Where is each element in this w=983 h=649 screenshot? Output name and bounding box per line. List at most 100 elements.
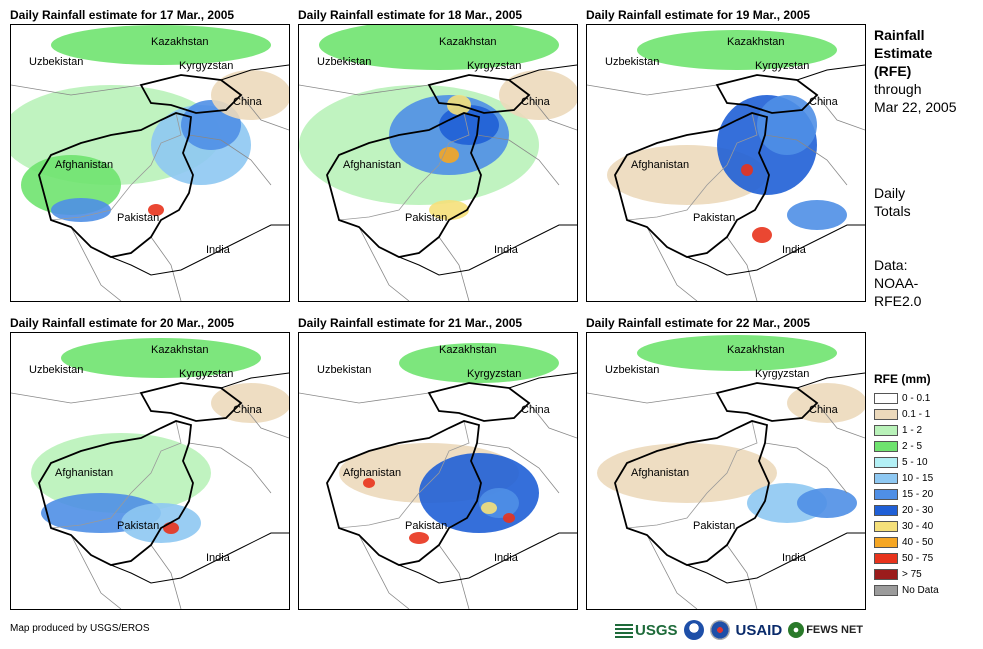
country-border (508, 372, 577, 389)
country-border (240, 402, 289, 439)
country-border (528, 402, 577, 439)
legend-swatch (874, 424, 898, 436)
legend-label: > 75 (902, 568, 922, 580)
country-label-china: China (233, 96, 263, 108)
legend-title: RFE (mm) (874, 372, 931, 386)
region-outline (326, 112, 482, 258)
country-border (764, 134, 848, 186)
country-label-uzbekistan: Uzbekistan (605, 56, 659, 68)
legend-label: 5 - 10 (902, 456, 928, 468)
legend-item: 0 - 0.1 (874, 390, 978, 406)
legend-item: No Data (874, 582, 978, 598)
data-label: Data: (874, 257, 908, 273)
country-border (438, 236, 470, 301)
country-label-kyrgyzstan: Kyrgyzstan (755, 60, 809, 72)
legend-swatch (874, 456, 898, 468)
legend-swatch (874, 552, 898, 564)
country-label-india: India (782, 552, 807, 564)
rainfall-area (439, 147, 459, 163)
data-source: NOAA- (874, 275, 919, 291)
data-source: RFE2.0 (874, 293, 922, 309)
legend: RFE (mm) 0 - 0.1 0.1 - 1 1 - 2 2 - 5 5 - 10 1… (874, 372, 978, 598)
country-label-afghanistan: Afghanistan (631, 467, 689, 479)
legend-swatch (874, 520, 898, 532)
panel-title: Daily Rainfall estimate for 18 Mar., 200… (298, 8, 523, 22)
country-border (150, 236, 182, 301)
country-label-pakistan: Pakistan (405, 520, 447, 532)
region-outline (38, 420, 194, 566)
rainfall-overlay (299, 25, 577, 220)
country-border (398, 532, 577, 584)
legend-swatch (874, 584, 898, 596)
country-label-china: China (521, 404, 551, 416)
map-frame: Kazakhstan Uzbekistan Kyrgyzstan China Afgha… (10, 24, 290, 302)
map-frame: Kazakhstan Uzbekistan Kyrgyzstan China Afgha… (586, 332, 866, 610)
usaid-logo: USAID (735, 621, 783, 639)
country-label-kyrgyzstan: Kyrgyzstan (179, 60, 233, 72)
country-label-uzbekistan: Uzbekistan (317, 364, 371, 376)
legend-label: 15 - 20 (902, 488, 934, 500)
map-frame: Kazakhstan Uzbekistan Kyrgyzstan China Afgha… (298, 332, 578, 610)
rainfall-area (637, 335, 837, 371)
map-frame: Kazakhstan Uzbekistan Kyrgyzstan China Afgha… (586, 24, 866, 302)
legend-item: 20 - 30 (874, 502, 978, 518)
region-outline (427, 74, 531, 114)
legend-swatch (874, 440, 898, 452)
country-label-kyrgyzstan: Kyrgyzstan (755, 368, 809, 380)
map-frame: Kazakhstan Uzbekistan Kyrgyzstan China Afgha… (10, 332, 290, 610)
country-border (764, 442, 848, 494)
rainfall-area (499, 70, 577, 120)
country-label-kazakhstan: Kazakhstan (439, 344, 496, 356)
region-outline (614, 112, 770, 258)
rainfall-area (637, 30, 837, 70)
usgs-logo: USGS (615, 622, 678, 639)
heading-line: Estimate (874, 45, 933, 61)
country-label-india: India (494, 552, 519, 564)
rainfall-area (797, 488, 857, 518)
country-label-india: India (494, 244, 519, 256)
country-label-kazakhstan: Kazakhstan (151, 344, 208, 356)
rainfall-area (51, 25, 271, 65)
country-border (476, 442, 560, 494)
rainfall-map: Kazakhstan Uzbekistan Kyrgyzstan China Afgha… (11, 338, 289, 609)
country-label-china: China (233, 404, 263, 416)
legend-label: 50 - 75 (902, 552, 934, 564)
country-border (438, 544, 470, 609)
noaa-logo-icon (683, 620, 704, 640)
country-label-kazakhstan: Kazakhstan (151, 36, 208, 48)
country-border (796, 372, 865, 389)
usgs-waves-icon (615, 622, 633, 638)
country-border (398, 224, 577, 276)
country-border (587, 392, 718, 404)
region-outline (427, 382, 531, 422)
country-label-pakistan: Pakistan (117, 212, 159, 224)
country-border (646, 226, 698, 301)
country-label-kazakhstan: Kazakhstan (727, 344, 784, 356)
country-label-india: India (206, 244, 231, 256)
country-label-pakistan: Pakistan (693, 212, 735, 224)
logo-bar: USGS USAID FEWS NET (615, 618, 863, 642)
country-border (299, 84, 430, 96)
through-text: through (874, 81, 922, 97)
panel-title: Daily Rainfall estimate for 19 Mar., 200… (586, 8, 811, 22)
country-border (528, 94, 577, 131)
country-border (240, 94, 289, 131)
country-border (188, 442, 272, 494)
legend-item: 30 - 40 (874, 518, 978, 534)
rainfall-overlay (607, 30, 847, 243)
country-border (110, 224, 289, 276)
map-frame: Kazakhstan Uzbekistan Kyrgyzstan China Afgha… (298, 24, 578, 302)
country-label-kyrgyzstan: Kyrgyzstan (467, 368, 521, 380)
country-border (646, 534, 698, 609)
country-border (587, 84, 718, 96)
rainfall-area (439, 105, 499, 145)
country-label-china: China (809, 404, 839, 416)
rainfall-area (597, 443, 777, 503)
rainfall-area (409, 532, 429, 544)
legend-label: 30 - 40 (902, 520, 934, 532)
rainfall-overlay (339, 343, 559, 544)
country-label-pakistan: Pakistan (405, 212, 447, 224)
fews-net-logo: FEWS NET (788, 622, 863, 638)
legend-swatch (874, 536, 898, 548)
country-label-afghanistan: Afghanistan (55, 159, 113, 171)
